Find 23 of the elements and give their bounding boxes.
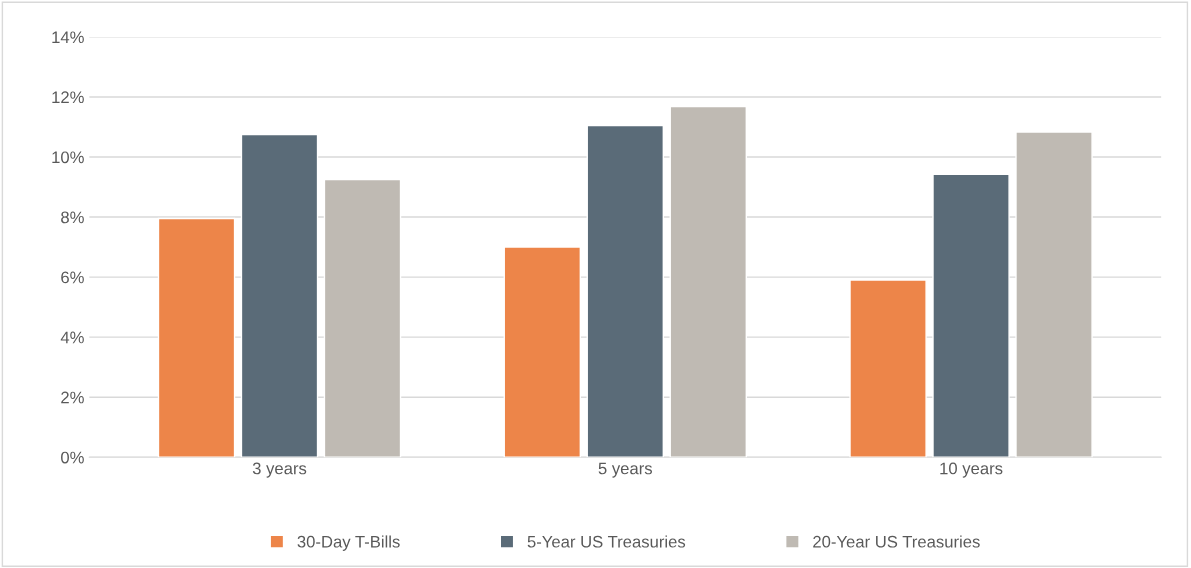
bar <box>586 124 665 458</box>
legend-label: 20-Year US Treasuries <box>813 535 980 548</box>
bar <box>240 133 319 458</box>
y-tick-label: 12% <box>52 91 84 104</box>
x-tick-label: 10 years <box>940 462 1003 478</box>
y-tick-label: 2% <box>61 391 84 404</box>
y-tick-label: 4% <box>60 331 84 344</box>
bar <box>1015 131 1093 458</box>
bar <box>669 105 747 458</box>
y-tick-label: 14% <box>52 31 84 44</box>
bar <box>932 173 1010 458</box>
y-tick-label: 6% <box>61 271 84 284</box>
y-tick-label: 10% <box>52 151 84 164</box>
legend-label: 5-Year US Treasuries <box>527 535 686 548</box>
bar <box>157 217 236 458</box>
x-tick-label: 3 years <box>252 462 307 478</box>
y-tick-label: 0% <box>61 451 84 464</box>
bar <box>503 246 582 458</box>
bar <box>323 178 402 458</box>
legend-label: 30-Day T-Bills <box>297 535 400 551</box>
y-tick-label: 8% <box>61 211 84 224</box>
bar <box>849 279 927 458</box>
x-tick-label: 5 years <box>598 462 652 478</box>
